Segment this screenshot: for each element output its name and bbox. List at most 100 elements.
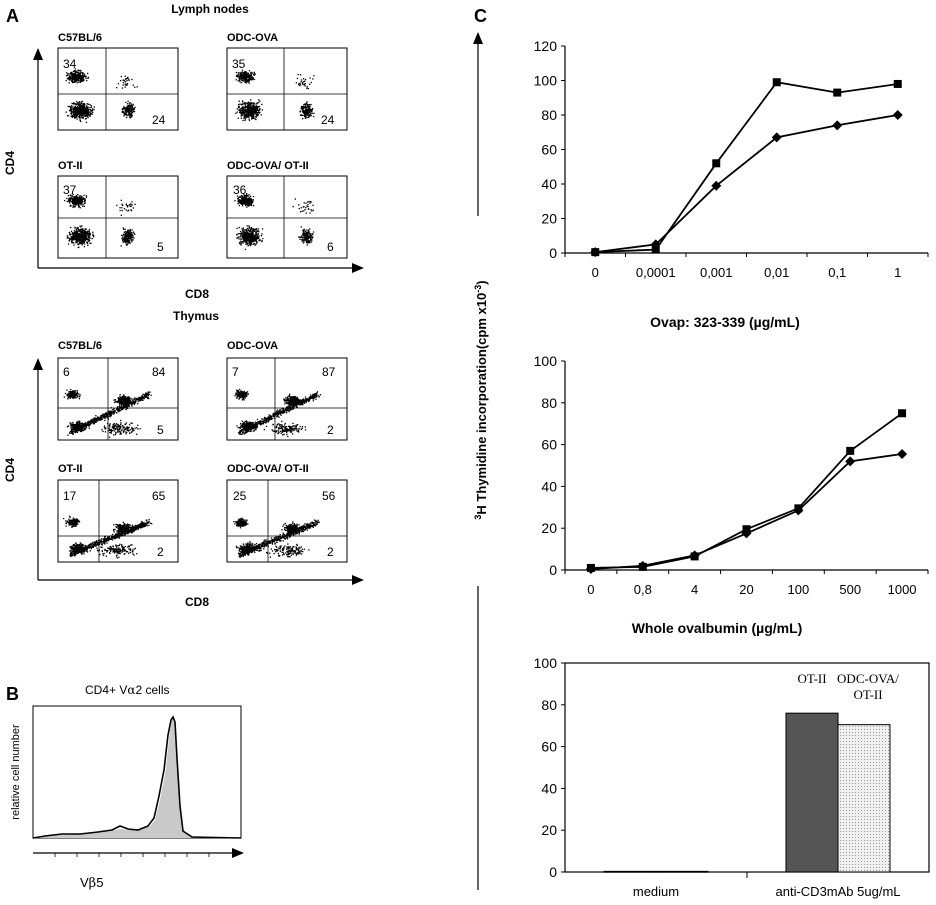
- series-label-odc-ova-ot-ii: OT-II: [853, 687, 882, 702]
- y-tick-label: 0: [549, 245, 557, 261]
- series-line-diamond: [595, 114, 898, 253]
- quadrant-ul-value: 7: [232, 365, 239, 379]
- thymus-x-label: CD8: [185, 595, 209, 609]
- panel-b-letter: B: [6, 684, 19, 704]
- flow-plot-thymus-ot-ii: OT-II 17 65 2: [57, 463, 179, 563]
- chart-x-label: Whole ovalbumin (µg/mL): [632, 620, 803, 636]
- flow-dots: [64, 193, 136, 249]
- diamond-marker: [650, 239, 661, 250]
- histogram-title: CD4+ Vα2 cells: [85, 683, 169, 697]
- y-tick-label: 100: [534, 73, 558, 89]
- quadrant-ur-value: 87: [322, 365, 336, 379]
- series-line-square: [595, 81, 898, 253]
- flow-plot-title: ODC-OVA: [227, 340, 278, 352]
- flow-plot-title: ODC-OVA/ OT-II: [227, 463, 309, 475]
- thymus-x-arrowhead: [352, 575, 364, 585]
- x-tick-label: 0,01: [764, 265, 789, 280]
- line-chart-ovap: 0 20 40 60 80 100 120 0 0,0001 0,001 0,01 0,1 1 Ovap…: [534, 38, 929, 330]
- flow-plot-thymus-c57bl6: C57BL/6 6 84 5: [57, 340, 179, 441]
- quadrant-ur-value: 56: [322, 489, 336, 503]
- y-tick-label: 80: [541, 697, 557, 713]
- flow-plot-lymph-c57bl6: C57BL/6 34 24: [57, 32, 179, 131]
- flow-dots: [235, 69, 315, 122]
- diamond-marker: [897, 449, 908, 460]
- flow-dots: [63, 515, 153, 559]
- x-tick-label: 0,001: [700, 265, 733, 280]
- x-tick-label: 100: [788, 582, 810, 597]
- y-tick-label: 60: [541, 142, 557, 158]
- panel-c-letter: C: [474, 6, 487, 26]
- quadrant-ul-value: 37: [63, 183, 77, 197]
- diamond-marker: [590, 247, 601, 258]
- bar-0-1: [655, 870, 709, 873]
- y-tick-label: 100: [534, 655, 558, 671]
- square-marker: [651, 245, 660, 254]
- x-tick-label: 0: [592, 265, 599, 280]
- x-tick-label: 0: [587, 582, 594, 597]
- quadrant-ul-value: 36: [233, 183, 247, 197]
- quadrant-ul-value: 25: [233, 489, 247, 503]
- flow-plot-title: C57BL/6: [58, 32, 102, 44]
- flow-plot-lymph-ot-ii: OT-II 37 5: [57, 160, 179, 259]
- flow-plot-title: C57BL/6: [58, 340, 102, 352]
- flow-plot-title: OT-II: [58, 463, 82, 475]
- quadrant-lr-value: 5: [157, 423, 164, 437]
- y-tick-label: 60: [541, 739, 557, 755]
- quadrant-lr-value: 2: [327, 545, 334, 559]
- x-tick-label: 1: [894, 265, 901, 280]
- flow-plot-title: OT-II: [58, 160, 82, 172]
- lymph-x-arrowhead: [352, 263, 364, 273]
- quadrant-ul-value: 35: [232, 57, 246, 71]
- diamond-marker: [637, 560, 648, 571]
- lymph-y-label: CD4: [3, 151, 17, 175]
- quadrant-lr-value: 2: [157, 545, 164, 559]
- histogram-y-label: relative cell number: [10, 724, 22, 820]
- lymph-x-label: CD8: [185, 287, 209, 301]
- shared-y-arrowhead: [473, 32, 483, 44]
- diamond-marker: [793, 505, 804, 516]
- y-tick-label: 20: [541, 822, 557, 838]
- diamond-marker: [832, 120, 843, 131]
- quadrant-ur-value: 65: [152, 489, 166, 503]
- lymph-y-arrowhead: [33, 48, 43, 60]
- histogram-x-ticks: [54, 853, 210, 857]
- flow-dots: [65, 68, 138, 123]
- y-tick-label: 40: [541, 176, 557, 192]
- square-marker: [712, 159, 721, 168]
- x-tick-label: 1000: [888, 582, 917, 597]
- y-tick-label: 100: [534, 353, 558, 369]
- quadrant-lr-value: 2: [327, 423, 334, 437]
- flow-plot-title: ODC-OVA/ OT-II: [227, 160, 309, 172]
- flow-dots: [234, 193, 315, 250]
- x-tick-label: 0,1: [828, 265, 846, 280]
- series-line-diamond: [590, 453, 903, 570]
- series-label-ot-ii: OT-II: [797, 671, 826, 686]
- shared-y-label: 3H Thymidine incorporation(cpm x10-3): [473, 280, 489, 519]
- thymus-y-label: CD4: [3, 458, 17, 482]
- y-tick-label: 20: [541, 211, 557, 227]
- y-tick-label: 40: [541, 478, 557, 494]
- flow-plot-thymus-odc-ova-ot-ii: ODC-OVA/ OT-II 25 56 2: [226, 463, 348, 563]
- y-tick-label: 80: [541, 395, 557, 411]
- histogram-x-label: Vβ5: [80, 875, 103, 891]
- y-tick-label: 60: [541, 437, 557, 453]
- y-tick-label: 40: [541, 780, 557, 796]
- thymus-title: Thymus: [173, 309, 219, 323]
- lymph-nodes-title: Lymph nodes: [171, 2, 249, 16]
- flow-dots: [63, 388, 152, 438]
- bar-0-0: [603, 870, 657, 873]
- quadrant-ul-value: 6: [63, 365, 70, 379]
- bar-1-0: [785, 712, 839, 873]
- square-marker: [772, 78, 781, 87]
- quadrant-lr-value: 24: [152, 113, 166, 127]
- y-tick-label: 0: [549, 864, 557, 880]
- flow-plot-thymus-odc-ova: ODC-OVA 7 87 2: [226, 340, 348, 441]
- y-tick-label: 120: [534, 38, 558, 54]
- diamond-marker: [741, 528, 752, 539]
- quadrant-ur-value: 84: [152, 365, 166, 379]
- histogram-frame: [32, 705, 242, 839]
- flow-dots: [233, 517, 320, 559]
- y-tick-label: 20: [541, 520, 557, 536]
- series-line-square: [590, 412, 903, 569]
